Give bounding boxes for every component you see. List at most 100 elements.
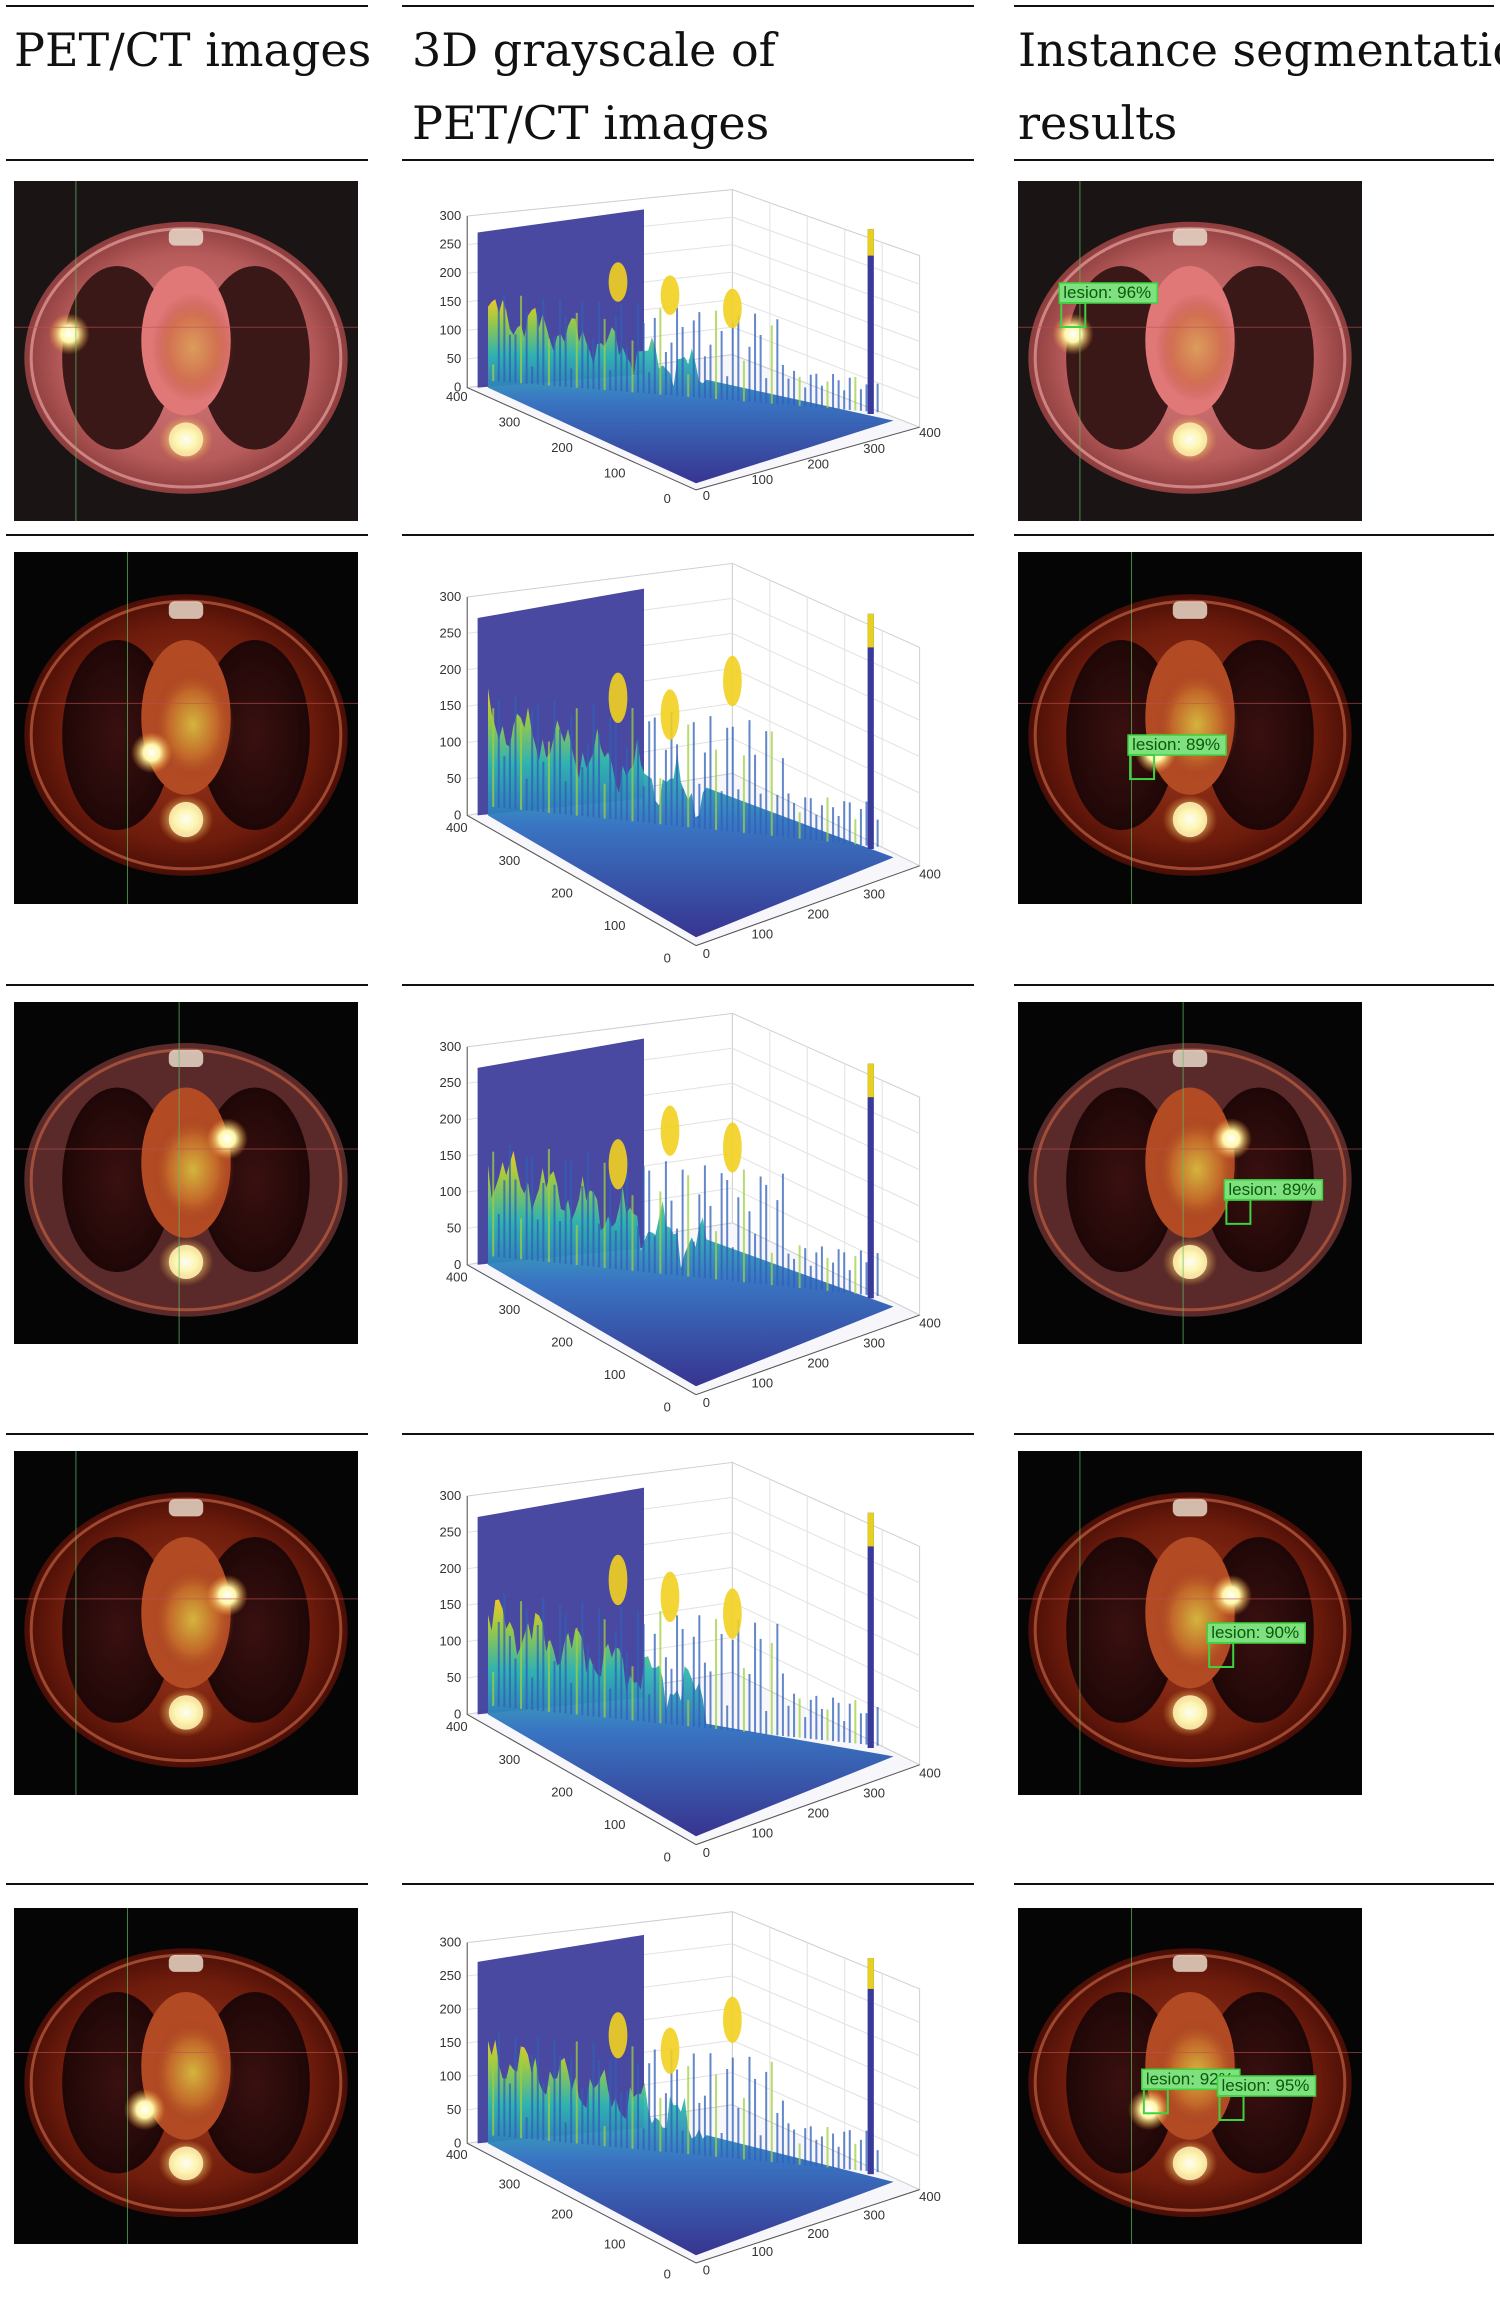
- plot-gridline: [732, 667, 920, 758]
- z-tick-label: 50: [447, 351, 461, 366]
- z-tick-label: 150: [439, 698, 461, 713]
- surface-peak: [608, 1139, 628, 1190]
- scan-sternum: [1172, 601, 1208, 619]
- detection-label: lesion: 89%: [1228, 1180, 1316, 1199]
- detection: lesion: 95%: [1216, 2075, 1317, 2121]
- surface-peak: [608, 672, 628, 723]
- detection-label-bg: [1206, 1622, 1306, 1644]
- segmentation-result-cell: lesion: 90%: [1018, 1451, 1362, 1795]
- scan-vertebra-uptake: [1162, 1688, 1218, 1737]
- z-tick-label: 100: [439, 735, 461, 750]
- y-tick-label: 100: [751, 2244, 773, 2259]
- surface-edge-spike-top: [867, 1958, 874, 1989]
- z-tick-label: 250: [439, 625, 461, 640]
- detection-label: lesion: 90%: [1211, 1623, 1299, 1642]
- x-tick-label: 0: [664, 1849, 671, 1864]
- surface-peak: [660, 1105, 680, 1156]
- detection-label: lesion: 96%: [1063, 283, 1151, 302]
- scan-skin-ring: [1033, 227, 1347, 489]
- scan-skin-ring: [29, 1953, 343, 2212]
- y-tick-label: 0: [703, 2263, 710, 2278]
- scan-sternum: [168, 1049, 204, 1067]
- plot-gridline: [732, 1566, 920, 1657]
- z-tick-label: 200: [439, 1112, 461, 1127]
- scan-sternum: [168, 228, 204, 246]
- scan-hot-spot: [1210, 1118, 1252, 1160]
- z-tick-label: 150: [439, 2035, 461, 2050]
- scan-skin-ring: [29, 227, 343, 489]
- surface-edge-spike: [867, 1958, 874, 2175]
- x-tick-label: 300: [499, 2177, 521, 2192]
- column-header-line: results: [1018, 96, 1177, 150]
- y-axis: [695, 865, 920, 947]
- plot-gridline: [732, 1531, 920, 1620]
- y-tick-label: 0: [703, 1845, 710, 1860]
- plot-gridline: [732, 244, 920, 314]
- surface-edge-spike: [867, 229, 874, 414]
- x-axis: [466, 814, 697, 947]
- z-tick-label: 0: [454, 1706, 461, 1721]
- surface-peak: [608, 262, 628, 302]
- z-tick-label: 300: [439, 1488, 461, 1503]
- y-tick-label: 300: [863, 1336, 885, 1351]
- scan-lung-right: [199, 640, 310, 831]
- y-tick-label: 400: [919, 866, 941, 881]
- surface-peak: [608, 1554, 628, 1606]
- surface-edge-spike-top: [867, 1063, 874, 1098]
- detection: lesion: 89%: [1223, 1179, 1324, 1225]
- z-tick-label: 300: [439, 1935, 461, 1950]
- z-tick-label: 250: [439, 237, 461, 252]
- surface-mesh: [488, 1599, 894, 1837]
- z-tick-label: 150: [439, 1597, 461, 1612]
- detection-box: [1129, 754, 1156, 781]
- detection-label: lesion: 92%: [1146, 2069, 1234, 2088]
- z-tick-label: 50: [447, 2102, 461, 2117]
- scan-hot-spot: [48, 313, 90, 355]
- plot-gridline: [732, 632, 920, 721]
- scan-vertebra-uptake: [1162, 794, 1218, 845]
- x-tick-label: 200: [551, 885, 573, 900]
- y-tick-label: 0: [703, 1395, 710, 1410]
- surface-peak: [660, 1571, 680, 1623]
- surface-peak: [608, 2012, 628, 2059]
- surface-edge-spike: [867, 1512, 874, 1748]
- y-tick-label: 300: [863, 886, 885, 901]
- plot-gridline: [732, 2007, 920, 2090]
- z-tick-label: 300: [439, 1039, 461, 1054]
- y-tick-label: 300: [863, 2208, 885, 2223]
- plot-gridline: [732, 597, 920, 685]
- scan-lung-left: [62, 266, 173, 450]
- plot-gridline: [732, 1152, 920, 1243]
- z-tick-label: 250: [439, 1075, 461, 1090]
- scan-lung-left: [1066, 640, 1177, 831]
- z-tick-label: 100: [439, 1184, 461, 1199]
- surface-edge-spike-top: [867, 1512, 874, 1547]
- scan-hot-spot: [130, 732, 173, 774]
- detection-label: lesion: 89%: [1132, 735, 1220, 754]
- z-tick-label: 0: [454, 2135, 461, 2150]
- y-tick-label: 200: [807, 1805, 829, 1820]
- scan-lung-right: [199, 266, 310, 450]
- detection-label-bg: [1216, 2075, 1317, 2097]
- column-header-line: Instance segmentation: [1018, 23, 1500, 77]
- scan-lung-left: [1066, 266, 1177, 450]
- x-tick-label: 400: [446, 1270, 468, 1285]
- plot-gridline: [732, 299, 920, 371]
- surface-edge-spike-top: [867, 229, 874, 256]
- x-tick-label: 200: [551, 440, 573, 455]
- detection: lesion: 96%: [1058, 282, 1159, 328]
- scan-vertebra-uptake: [158, 794, 214, 845]
- detection-label-bg: [1223, 1179, 1324, 1201]
- plot-gridline: [732, 1047, 920, 1134]
- scan-lung-left: [62, 1537, 173, 1723]
- detection-label: lesion: 95%: [1222, 2076, 1310, 2095]
- z-tick-label: 200: [439, 1561, 461, 1576]
- column-header-line: PET/CT images: [412, 96, 769, 150]
- y-tick-label: 200: [807, 456, 829, 471]
